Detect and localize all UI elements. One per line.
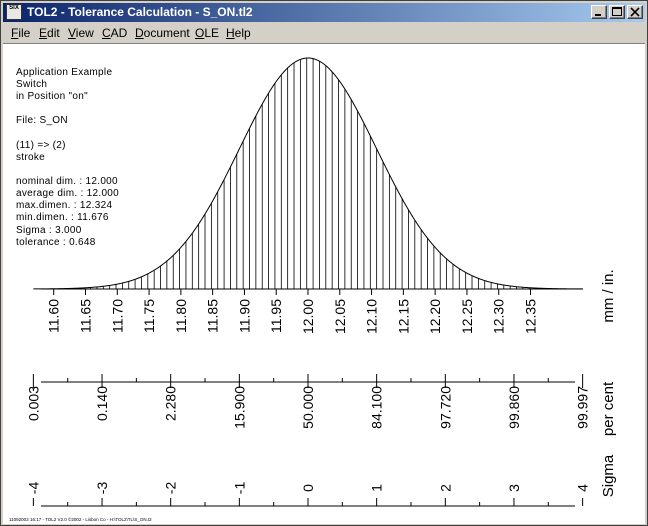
app-icon[interactable]: SIX (6, 4, 22, 20)
close-icon (630, 7, 640, 17)
dimension-tick-label: 11.70 (109, 299, 125, 333)
dimension-tick-label: 11.65 (78, 299, 94, 333)
dimension-tick-label: 11.90 (236, 299, 252, 333)
menu-view[interactable]: View (68, 26, 94, 40)
title-bar[interactable]: SIX TOL2 - Tolerance Calculation - S_ON.… (3, 3, 645, 22)
example-part: Switch (16, 79, 48, 90)
minimize-icon (595, 14, 601, 16)
percent-tick-label: 97.720 (437, 386, 453, 429)
nominal-dim: nominal dim. : 12.000 (16, 176, 118, 187)
sigma-tick-label: -3 (94, 482, 110, 495)
sigma-tick-label: 0 (300, 484, 316, 492)
percent-tick-label: 0.140 (94, 386, 110, 421)
percent-tick-label: 2.280 (163, 386, 179, 421)
app-icon-text: SIX (9, 5, 19, 11)
sigma-tick-label: 1 (369, 484, 385, 492)
dimension-tick-label: 11.85 (205, 299, 221, 333)
dimension-tick-label: 11.95 (268, 299, 284, 333)
dimension-tick-label: 12.25 (459, 299, 475, 334)
tolerance-value: tolerance : 0.648 (16, 237, 96, 248)
dimension-tick-label: 12.05 (332, 299, 348, 334)
dimension-tick-label: 12.15 (395, 299, 411, 334)
sigma-tick-label: 3 (506, 484, 522, 492)
menu-document[interactable]: Document (135, 26, 190, 40)
chain-label: (11) => (2) (16, 140, 66, 151)
menu-help[interactable]: Help (226, 26, 251, 40)
percent-tick-label: 84.100 (369, 386, 385, 429)
percent-tick-label: 99.860 (506, 386, 522, 429)
dimension-tick-label: 11.80 (173, 299, 189, 333)
close-button[interactable] (627, 5, 643, 19)
document-canvas[interactable]: Application Example Switch in Position "… (3, 43, 645, 524)
percent-tick-label: 99.997 (575, 386, 591, 429)
example-title: Application Example (16, 67, 113, 78)
dimension-tick-label: 12.20 (427, 299, 443, 334)
menu-cad[interactable]: CAD (102, 26, 128, 40)
sigma-label: Sigma (600, 454, 617, 497)
dimension-tick-label: 11.75 (141, 299, 157, 333)
dimension-tick-label: 12.30 (491, 299, 507, 334)
percent-tick-label: 15.900 (231, 386, 247, 429)
sigma-tick-label: -2 (163, 482, 179, 495)
unit-label: mm / in. (600, 269, 617, 322)
distribution-curve (33, 57, 583, 290)
sigma-tick-label: 4 (575, 484, 591, 492)
menu-ole[interactable]: OLE (195, 26, 220, 40)
dimension-tick-label: 11.60 (46, 299, 62, 333)
sigma-tick-label: 2 (437, 484, 453, 492)
sigma-value: Sigma : 3.000 (16, 225, 82, 236)
menu-bar: File Edit View CAD Document OLE Help (3, 23, 645, 42)
maximize-button[interactable] (609, 5, 625, 19)
example-position: in Position "on" (16, 91, 88, 102)
max-dim: max.dimen. : 12.324 (16, 200, 113, 211)
tolerance-chart: 11.60 11.65 11.70 11.75 11.80 11.85 11.90 11.95… (9, 57, 617, 522)
percent-tick-label: 0.003 (25, 386, 41, 421)
dimension-tick-label: 12.10 (364, 299, 380, 334)
min-dim: min.dimen. : 11.676 (16, 212, 109, 223)
percent-label: per cent (600, 381, 617, 436)
percent-tick-label: 50.000 (300, 386, 316, 429)
file-label: File: S_ON (16, 115, 68, 126)
sigma-tick-label: -4 (25, 482, 41, 495)
menu-edit[interactable]: Edit (39, 26, 60, 40)
average-dim: average dim. : 12.000 (16, 188, 120, 199)
chain-description: stroke (16, 152, 46, 163)
menu-file[interactable]: File (11, 26, 31, 40)
dimension-tick-label: 12.35 (523, 299, 539, 334)
window-title: TOL2 - Tolerance Calculation - S_ON.tl2 (27, 5, 253, 19)
minimize-button[interactable] (591, 5, 607, 19)
sigma-tick-label: -1 (231, 482, 247, 495)
dimension-tick-label: 12.00 (300, 299, 316, 334)
maximize-icon (612, 7, 622, 16)
footer-text: 11092003 16:17 - TOL2 V2.0 ©2002 - Lisbo… (9, 516, 152, 522)
